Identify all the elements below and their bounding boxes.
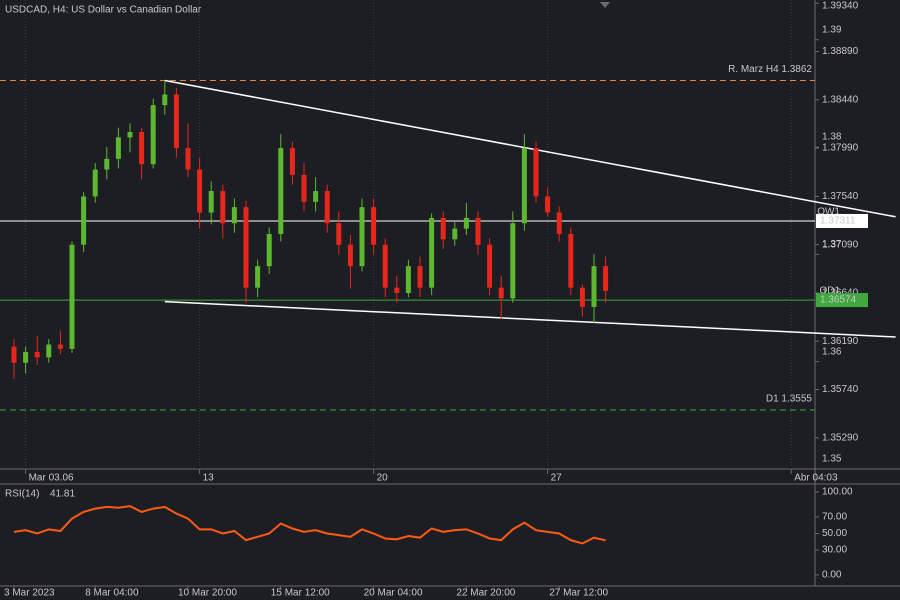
candle-body: [521, 148, 527, 224]
x-tick-label: 20: [377, 473, 389, 484]
time-label: 27 Mar 12:00: [549, 588, 608, 599]
candle-body: [579, 287, 585, 307]
x-tick-label: 13: [203, 473, 215, 484]
y-tick-label: 1.35740: [822, 384, 859, 395]
level-box: [816, 213, 868, 228]
candle-body: [104, 158, 110, 170]
candle-body: [197, 169, 203, 213]
candle-body: [34, 352, 40, 358]
candle-body: [139, 132, 145, 165]
candle-body: [452, 228, 458, 240]
trendline: [164, 300, 896, 338]
rsi-tick-label: 0.00: [822, 570, 842, 581]
candle-body: [394, 287, 400, 293]
candle-body: [591, 266, 597, 307]
candle-body: [208, 191, 214, 213]
candle-body: [487, 244, 493, 288]
time-label: 3 Mar 2023: [4, 588, 55, 599]
candle-body: [81, 196, 87, 245]
rsi-title: RSI(14): [5, 489, 39, 500]
y-tick-label: 1.38: [822, 132, 842, 143]
candle-body: [115, 137, 121, 159]
time-label: 8 Mar 04:00: [85, 588, 139, 599]
rsi-tick-label: 50.00: [822, 528, 847, 539]
rsi-tick-label: 70.00: [822, 512, 847, 523]
y-tick-label: 1.37: [822, 239, 842, 250]
y-tick-label: 1.35290: [822, 433, 859, 444]
candle-body: [220, 191, 226, 224]
candle-body: [231, 207, 237, 224]
y-tick-label: 1.36: [822, 346, 842, 357]
candle-body: [324, 191, 330, 224]
y-tick-label: 1.38440: [822, 94, 859, 105]
level-name: OW1: [817, 207, 840, 218]
candle-body: [603, 266, 609, 291]
candle-body: [371, 207, 377, 245]
candle-body: [243, 207, 249, 288]
rsi-tick-label: 30.00: [822, 545, 847, 556]
candle-body: [463, 217, 469, 229]
candle-body: [382, 244, 388, 288]
candle-body: [150, 105, 156, 165]
candle-body: [475, 217, 481, 245]
y-tick-label: 1.35: [822, 454, 842, 465]
trendline: [164, 79, 896, 218]
time-label: 20 Mar 04:00: [364, 588, 423, 599]
candle-body: [301, 174, 307, 202]
candle-body: [173, 94, 179, 149]
candle-body: [336, 223, 342, 245]
candle-body: [568, 233, 574, 288]
rsi-line: [13, 505, 606, 545]
y-tick-label: 1.39: [822, 24, 842, 35]
candle-body: [556, 212, 562, 234]
time-label: 22 Mar 20:00: [456, 588, 515, 599]
chart-title: USDCAD, H4: US Dollar vs Canadian Dollar: [5, 5, 202, 16]
level-box: [816, 293, 868, 308]
time-label: 15 Mar 12:00: [271, 588, 330, 599]
candle-body: [266, 233, 272, 267]
y-tick-label: 1.38890: [822, 46, 859, 57]
candle-body: [347, 244, 353, 267]
level-name: OD1: [819, 286, 840, 297]
candle-body: [11, 346, 17, 363]
candle-body: [289, 148, 295, 175]
candle-body: [405, 266, 411, 293]
x-tick-label: Abr 04:03: [794, 473, 838, 484]
candle-body: [440, 217, 446, 240]
candle-body: [533, 148, 539, 197]
candle-body: [57, 344, 63, 349]
y-tick-label: 1.37090: [822, 239, 859, 250]
time-label: 10 Mar 20:00: [178, 588, 237, 599]
candle-body: [255, 266, 261, 288]
level-value: 1.37311: [820, 216, 856, 227]
x-tick-label: 27: [551, 473, 563, 484]
candle-body: [162, 94, 168, 106]
candle-body: [46, 344, 52, 358]
x-tick-label: Mar 03.06: [29, 473, 74, 484]
rsi-tick-label: 100.00: [822, 487, 853, 498]
candle-body: [92, 169, 98, 197]
y-tick-label: 1.36190: [822, 336, 859, 347]
candle-body: [510, 223, 516, 299]
candle-body: [278, 148, 284, 234]
candle-body: [359, 207, 365, 267]
candle-body: [69, 244, 75, 349]
candle-body: [185, 148, 191, 170]
candle-body: [313, 191, 319, 202]
y-tick-label: 1.39340: [822, 1, 859, 12]
candle-body: [545, 196, 551, 213]
level-name: D1 1.3555: [766, 394, 813, 405]
level-name: R. Marz H4 1.3862: [728, 64, 812, 75]
rsi-value: 41.81: [50, 489, 75, 500]
y-tick-label: 1.37990: [822, 143, 859, 154]
level-value: 1.36574: [820, 295, 857, 306]
candle-body: [429, 217, 435, 288]
candle-body: [498, 287, 504, 299]
candle-body: [23, 352, 29, 363]
candle-body: [417, 266, 423, 288]
y-tick-label: 1.37540: [822, 191, 859, 202]
candle-body: [127, 132, 133, 138]
scroll-marker: [600, 2, 610, 8]
